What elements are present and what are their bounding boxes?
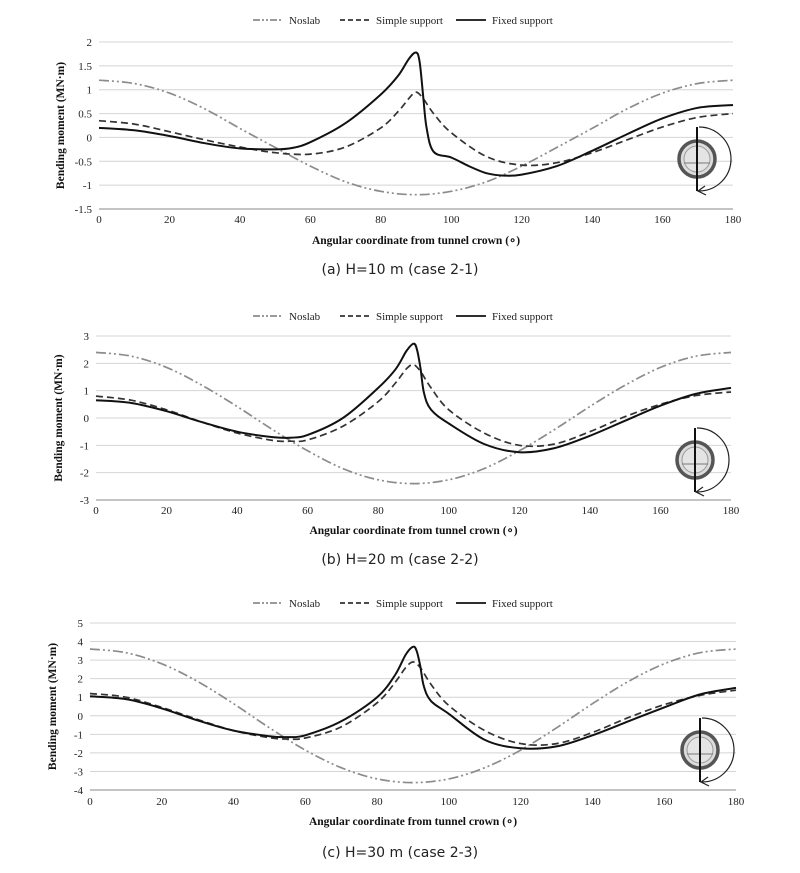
x-tick-label: 120 — [512, 796, 529, 808]
x-tick-label: 100 — [441, 505, 458, 517]
chart-panel-2: Noslab Simple support Fixed support -3 -2 -1 0… — [53, 311, 740, 568]
y-tick-label: 0 — [78, 711, 84, 723]
x-tick-label: 0 — [87, 796, 93, 808]
x-tick-label: 60 — [300, 796, 312, 808]
y-tick-label: 3 — [84, 331, 90, 343]
y-tick-label: -2 — [74, 748, 83, 760]
x-tick-label: 100 — [441, 796, 458, 808]
y-tick-label: -1 — [80, 440, 89, 452]
x-tick-label: 180 — [723, 505, 740, 517]
series-line-simple-support — [98, 91, 734, 167]
tunnel-schematic-icon — [675, 427, 730, 497]
x-tick-label: 60 — [302, 505, 314, 517]
x-tick-label: 60 — [305, 214, 317, 226]
y-axis-title: Bending moment (MN·m) — [55, 62, 67, 189]
y-axis-title: Bending moment (MN·m) — [47, 643, 59, 770]
rotation-arc-icon — [698, 126, 732, 192]
x-axis-title: Angular coordinate from tunnel crown (∘) — [312, 235, 520, 247]
legend-label-1: Noslab — [289, 598, 321, 610]
y-tick-label: 1.5 — [78, 61, 92, 73]
y-tick-label: -3 — [74, 766, 84, 778]
x-tick-label: 20 — [164, 214, 176, 226]
y-tick-label: 2 — [87, 37, 93, 49]
y-tick-label: 0 — [84, 413, 90, 425]
y-tick-label: 5 — [78, 618, 84, 630]
legend-label-1: Noslab — [289, 15, 321, 27]
y-tick-label: -0.5 — [75, 156, 93, 168]
x-tick-label: 0 — [96, 214, 102, 226]
y-axis-title: Bending moment (MN·m) — [53, 354, 65, 481]
x-tick-label: 100 — [443, 214, 460, 226]
y-tick-label: -1 — [83, 180, 92, 192]
series-line-noslab — [98, 79, 734, 196]
tunnel-schematic-icon — [677, 126, 732, 196]
y-tick-label: 1 — [84, 386, 90, 398]
x-tick-label: 20 — [156, 796, 168, 808]
x-tick-label: 120 — [511, 505, 528, 517]
series-line-noslab — [95, 351, 732, 485]
x-tick-label: 80 — [375, 214, 387, 226]
x-tick-label: 20 — [161, 505, 173, 517]
chart-panel-3: Noslab Simple support Fixed support -4 -3 -2 -… — [47, 598, 745, 861]
x-tick-label: 160 — [654, 214, 671, 226]
legend-label-3: Fixed support — [492, 598, 553, 610]
y-tick-label: 0.5 — [78, 109, 92, 121]
x-tick-label: 40 — [234, 214, 246, 226]
x-tick-label: 40 — [232, 505, 244, 517]
y-tick-label: 2 — [78, 674, 84, 686]
y-tick-label: -3 — [80, 495, 90, 507]
x-tick-label: 160 — [652, 505, 669, 517]
arrowhead-icon — [694, 486, 705, 497]
series-line-simple-support — [95, 363, 732, 448]
series-line-simple-support — [89, 661, 737, 746]
series-line-fixed-support — [89, 645, 737, 750]
x-tick-label: 140 — [584, 796, 601, 808]
y-tick-label: -1 — [74, 729, 83, 741]
x-axis-title: Angular coordinate from tunnel crown (∘) — [309, 525, 517, 537]
arrowhead-icon — [699, 776, 710, 787]
legend-label-2: Simple support — [376, 15, 443, 27]
chart-panel-1: Noslab Simple support Fixed support -1.5 -1 -… — [55, 15, 742, 278]
y-tick-label: 3 — [78, 655, 84, 667]
y-tick-label: 4 — [78, 637, 84, 649]
rotation-arc-icon — [696, 427, 730, 493]
x-tick-label: 180 — [725, 214, 742, 226]
panel-caption: (a) H=10 m (case 2-1) — [322, 262, 479, 278]
rotation-arc-icon — [701, 717, 735, 783]
panel-caption: (b) H=20 m (case 2-2) — [321, 552, 478, 568]
tunnel-schematic-icon — [680, 717, 735, 787]
y-tick-label: 0 — [87, 132, 93, 144]
x-tick-label: 140 — [582, 505, 599, 517]
x-axis-title: Angular coordinate from tunnel crown (∘) — [309, 816, 517, 828]
y-tick-label: 2 — [84, 358, 90, 370]
y-tick-label: 1 — [87, 85, 93, 97]
legend-label-2: Simple support — [376, 598, 443, 610]
arrowhead-icon — [696, 185, 707, 196]
legend-label-3: Fixed support — [492, 311, 553, 323]
y-tick-label: -4 — [74, 785, 84, 797]
legend-label-2: Simple support — [376, 311, 443, 323]
y-tick-label: -2 — [80, 468, 89, 480]
y-tick-label: 1 — [78, 692, 84, 704]
x-tick-label: 120 — [513, 214, 530, 226]
x-tick-label: 140 — [584, 214, 601, 226]
x-tick-label: 0 — [93, 505, 99, 517]
series-line-fixed-support — [95, 342, 732, 454]
x-tick-label: 80 — [373, 505, 385, 517]
legend-label-1: Noslab — [289, 311, 321, 323]
y-tick-label: -1.5 — [75, 204, 93, 216]
series-line-fixed-support — [98, 51, 734, 177]
x-tick-label: 40 — [228, 796, 240, 808]
x-tick-label: 80 — [372, 796, 384, 808]
legend-label-3: Fixed support — [492, 15, 553, 27]
x-tick-label: 160 — [656, 796, 673, 808]
panel-caption: (c) H=30 m (case 2-3) — [322, 845, 478, 861]
x-tick-label: 180 — [728, 796, 745, 808]
